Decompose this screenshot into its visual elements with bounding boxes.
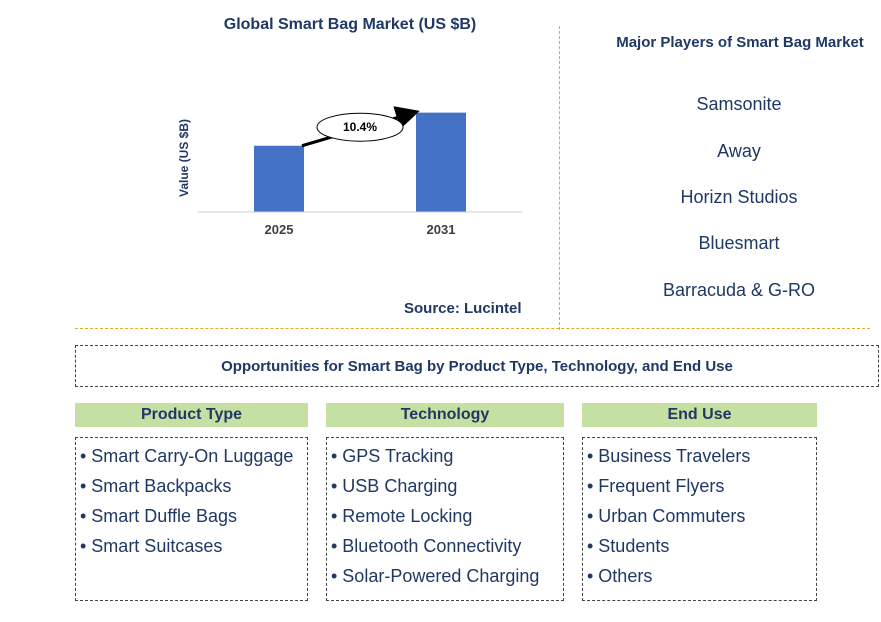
list-item: • Frequent Flyers <box>587 476 725 496</box>
list-item: • Smart Backpacks <box>80 476 232 496</box>
technology-heading: Technology <box>326 403 564 427</box>
y-axis-label: Value (US $B) <box>177 119 191 197</box>
list-item: • Remote Locking <box>331 506 473 526</box>
list-item: • Solar-Powered Charging <box>331 566 540 586</box>
bar-2025 <box>254 145 304 212</box>
list-item: • GPS Tracking <box>331 446 454 466</box>
player-item: Samsonite <box>696 94 782 114</box>
list-item: • Smart Duffle Bags <box>80 506 238 526</box>
list-item: • Smart Carry-On Luggage <box>80 446 294 466</box>
list-item: • Others <box>587 566 653 586</box>
technology-list: • GPS Tracking • USB Charging • Remote L… <box>326 437 564 601</box>
player-item: Barracuda & G-RO <box>662 280 816 300</box>
list-item: • Bluetooth Connectivity <box>331 536 522 556</box>
player-item: Away <box>717 141 761 161</box>
vertical-divider <box>559 26 560 330</box>
horizontal-divider <box>75 328 870 329</box>
list-item: • Business Travelers <box>587 446 751 466</box>
x-tick-label: 2031 <box>427 222 456 237</box>
bar-chart: Value (US $B) 2025 2031 10.4% <box>177 106 522 237</box>
product-type-heading: Product Type <box>75 403 308 427</box>
bar-2031 <box>416 112 466 212</box>
end-use-heading: End Use <box>582 403 817 427</box>
source-label: Source: Lucintel <box>404 300 522 317</box>
chart-title: Global Smart Bag Market (US $B) <box>223 16 477 33</box>
end-use-list: • Business Travelers • Frequent Flyers •… <box>582 437 817 601</box>
product-type-list: • Smart Carry-On Luggage • Smart Backpac… <box>75 437 308 601</box>
cagr-label: 10.4% <box>343 120 377 134</box>
list-item: • Students <box>587 536 670 556</box>
x-tick-label: 2025 <box>265 222 294 237</box>
player-item: Bluesmart <box>698 233 780 253</box>
opportunities-title: Opportunities for Smart Bag by Product T… <box>75 345 879 387</box>
player-item: Horizn Studios <box>680 187 798 207</box>
cagr-ellipse <box>316 112 404 142</box>
list-item: • Smart Suitcases <box>80 536 223 556</box>
list-item: • USB Charging <box>331 476 458 496</box>
players-title: Major Players of Smart Bag Market <box>616 34 864 51</box>
list-item: • Urban Commuters <box>587 506 746 526</box>
